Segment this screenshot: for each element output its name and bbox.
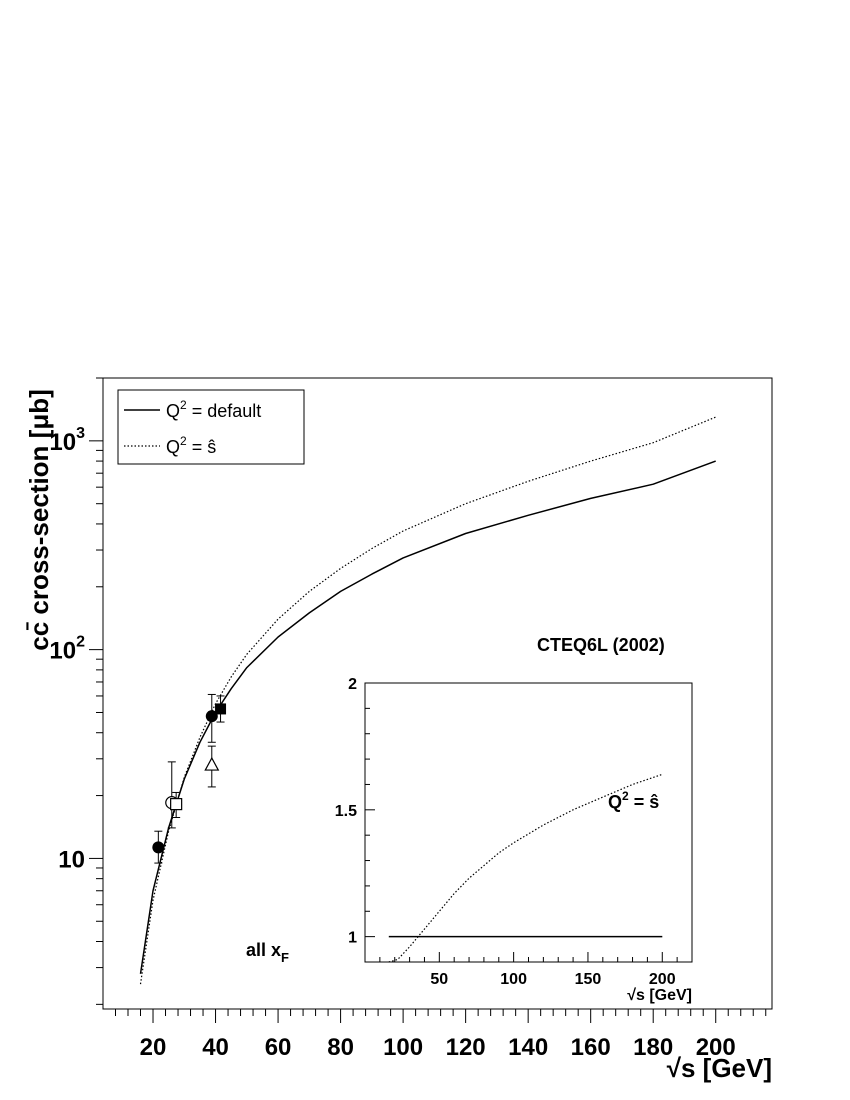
curve-q2-default [139, 460, 716, 974]
inset-y-tick-label: 2 [348, 676, 357, 693]
y-tick-label: 103 [49, 425, 85, 456]
inset-y-tick-label: 1 [348, 930, 357, 947]
x-tick-label: 80 [327, 1034, 354, 1061]
data-point-open-square [170, 798, 183, 811]
x-tick-label: 60 [265, 1034, 292, 1061]
data-point-open-triangle [204, 756, 220, 771]
y-tick-label: 10 [58, 846, 85, 873]
inset-y-tick-label: 1.5 [335, 803, 357, 820]
x-axis-label: √s [GeV] [667, 1053, 772, 1083]
legend-label-shat: Q2 = ŝ [166, 434, 216, 457]
x-tick-label: 200 [696, 1034, 736, 1061]
y-axis-label: cc̄ cross-section [μb] [24, 389, 54, 651]
inset-x-tick-label: 50 [430, 971, 448, 988]
x-tick-label: 120 [446, 1034, 486, 1061]
data-point-filled-circle [205, 710, 218, 723]
x-tick-label: 40 [202, 1034, 229, 1061]
inset-x-tick-label: 100 [500, 971, 527, 988]
inset-frame [364, 682, 693, 963]
legend-label-default: Q2 = default [166, 398, 261, 421]
y-tick-label: 102 [49, 634, 85, 665]
x-tick-label: 180 [633, 1034, 673, 1061]
pdf-annotation: CTEQ6L (2002) [537, 635, 665, 655]
inset-series-label: Q2 = ŝ [608, 789, 659, 812]
inset-ratio-curve [388, 773, 663, 963]
x-tick-label: 20 [140, 1034, 167, 1061]
legend: Q2 = default Q2 = ŝ [117, 389, 305, 465]
data-point-filled-circle [152, 841, 165, 854]
legend-box [117, 389, 305, 465]
main-plot-frame [102, 377, 773, 1010]
inset-x-tick-label: 150 [575, 971, 602, 988]
inset-x-axis-label: √s [GeV] [627, 987, 692, 1004]
inset-x-tick-label: 200 [649, 971, 676, 988]
xf-annotation: all xF [246, 940, 289, 965]
data-point-filled-square [215, 703, 227, 715]
x-tick-label: 100 [383, 1034, 423, 1061]
x-tick-label: 160 [571, 1034, 611, 1061]
x-tick-label: 140 [508, 1034, 548, 1061]
